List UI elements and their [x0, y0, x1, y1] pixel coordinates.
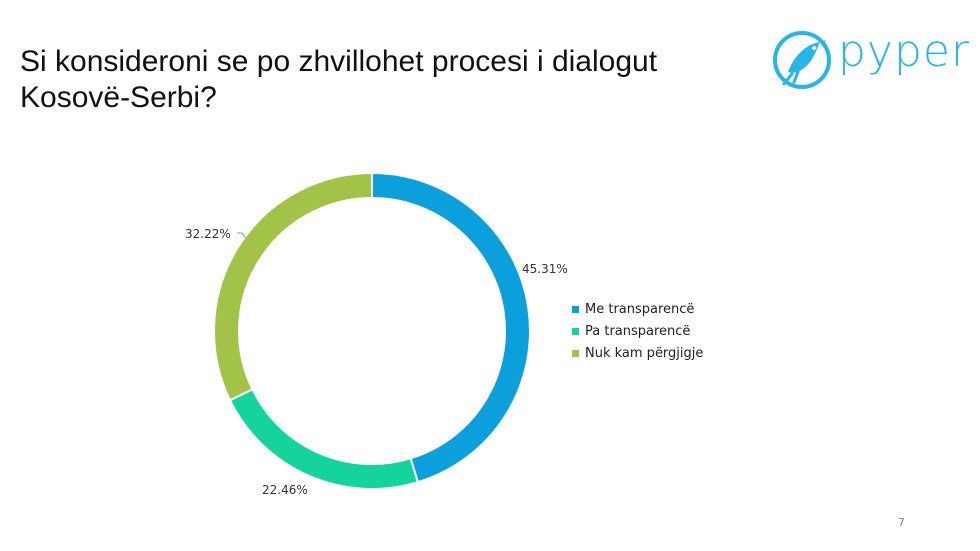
- data-label-pa-transparence: 22.46%: [262, 483, 308, 497]
- pyper-logo: pyper: [768, 22, 971, 94]
- legend-item-pa-transparence: Pa transparencë: [572, 320, 703, 342]
- legend-item-me-transparence: Me transparencë: [572, 298, 703, 320]
- donut-slice-me-transparence: [371, 171, 531, 484]
- bird-logo-icon: [773, 31, 831, 89]
- legend-swatch: [572, 305, 579, 313]
- leader-line-nuk-kam-pergjigje: [237, 232, 247, 239]
- legend-swatch: [572, 327, 579, 335]
- page-number: 7: [898, 516, 905, 529]
- legend-swatch: [572, 349, 579, 357]
- chart-legend: Me transparencë Pa transparencë Nuk kam …: [572, 298, 703, 364]
- chart-leader-lines: [237, 232, 247, 239]
- legend-label: Pa transparencë: [585, 323, 691, 339]
- data-label-me-transparence: 45.31%: [522, 262, 568, 276]
- chart-slices: [213, 171, 531, 490]
- donut-slice-nuk-kam-pergjigje: [213, 171, 373, 402]
- slide-title-line-2: Kosovë-Serbi?: [20, 81, 217, 114]
- data-label-nuk-kam-pergjigje: 32.22%: [185, 227, 231, 241]
- donut-slice-pa-transparence: [228, 387, 420, 490]
- legend-label: Me transparencë: [585, 301, 695, 317]
- chart-data-labels: 45.31% 22.46% 32.22%: [185, 227, 568, 497]
- legend-item-nuk-kam-pergjigje: Nuk kam përgjigje: [572, 342, 703, 364]
- slide-title-line-1: Si konsideroni se po zhvillohet procesi …: [20, 45, 658, 78]
- logo-wordmark: pyper: [838, 26, 971, 77]
- slide-title: Si konsideroni se po zhvillohet procesi …: [20, 44, 780, 116]
- legend-label: Nuk kam përgjigje: [585, 345, 704, 361]
